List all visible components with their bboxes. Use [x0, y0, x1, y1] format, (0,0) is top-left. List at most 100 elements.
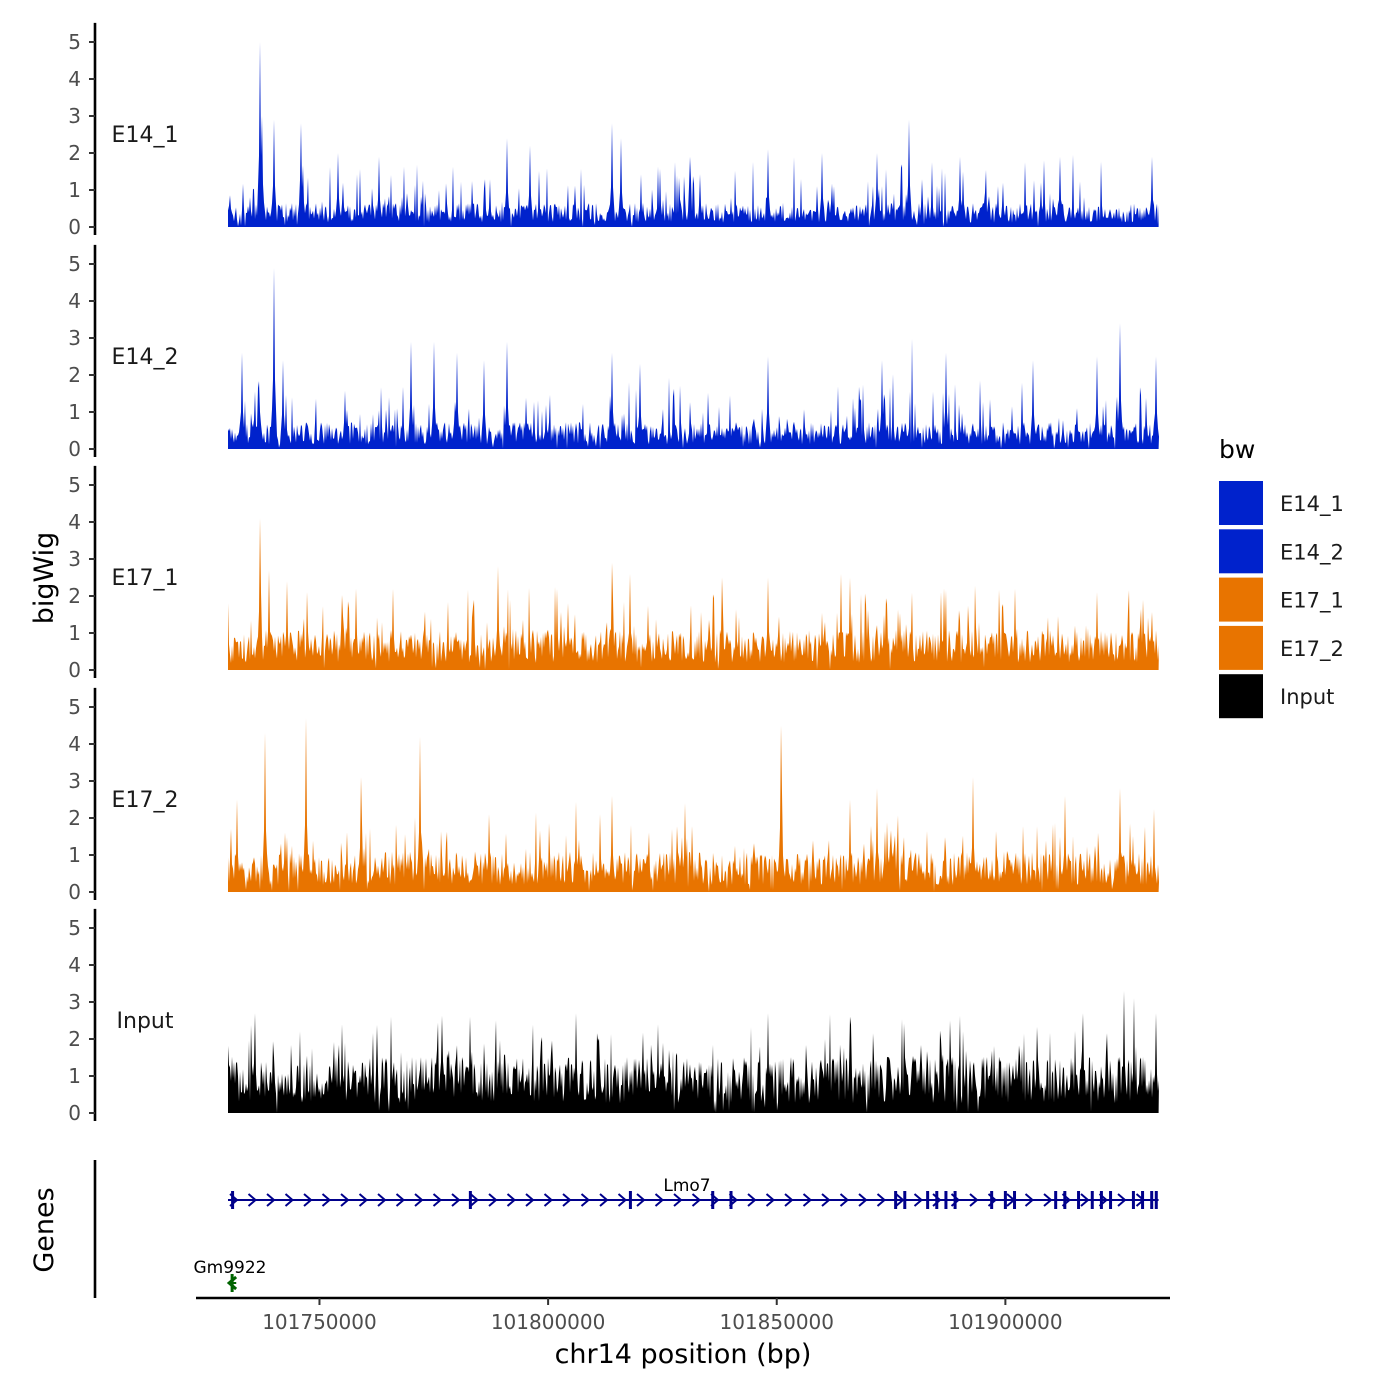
exon	[903, 1191, 907, 1209]
exon	[468, 1191, 472, 1209]
track-label: E14_1	[112, 123, 179, 148]
legend-label: E14_1	[1280, 492, 1344, 517]
strand-arrow	[525, 1193, 535, 1207]
legend-item-e17-1: E17_1	[1219, 577, 1344, 622]
exon	[1099, 1191, 1103, 1209]
strand-arrow	[1043, 1193, 1053, 1207]
exon	[628, 1191, 632, 1209]
y-tick-label: 1	[68, 400, 81, 424]
strand-arrow	[358, 1193, 369, 1207]
strand-arrow	[580, 1193, 591, 1207]
track-label: E14_2	[112, 345, 179, 370]
strand-arrow	[654, 1193, 665, 1207]
strand-arrow	[303, 1193, 313, 1207]
x-axis: 101750000 101800000 101850000 101900000	[196, 1296, 1170, 1334]
legend-label: E14_2	[1280, 540, 1344, 565]
y-axis-title: bigWig	[29, 532, 60, 625]
genes-panel: Lmo7 Gm9922	[93, 1160, 1159, 1298]
legend: bw E14_1 E14_2 E17_1 E17_2 Input	[1219, 435, 1344, 719]
strand-arrow	[839, 1193, 850, 1207]
exon	[729, 1191, 733, 1209]
strand-arrow	[617, 1193, 628, 1207]
y-tick-label: 1	[68, 621, 81, 645]
bigwig-tracks: 0 1 2 3 4 5 E14_1 0 1 2 3 4 5 E14_2 0 1 2 3 4 5 E17_1 0 1 2 3 4 5 E…	[68, 22, 1159, 1125]
strand-arrow	[451, 1193, 461, 1207]
legend-label: Input	[1280, 685, 1334, 709]
strand-arrow	[673, 1193, 683, 1207]
strand-arrow	[469, 1193, 480, 1207]
track-e17-1: 0 1 2 3 4 5 E17_1	[68, 465, 1159, 682]
strand-arrow	[895, 1193, 905, 1207]
y-tick-label: 5	[68, 695, 81, 719]
signal-area	[228, 42, 1159, 227]
strand-arrow	[562, 1193, 572, 1207]
track-label: Input	[117, 1009, 174, 1034]
y-tick-label: 1	[68, 1064, 81, 1088]
exon	[1131, 1191, 1135, 1209]
exon	[990, 1191, 994, 1209]
strand-arrow	[226, 1275, 238, 1291]
legend-item-e14-1: E14_1	[1219, 481, 1344, 525]
exon	[1013, 1191, 1017, 1209]
y-tick-label: 5	[68, 473, 81, 497]
legend-swatch	[1219, 625, 1263, 670]
x-tick-label: 101850000	[719, 1310, 834, 1334]
y-tick-label: 5	[68, 916, 81, 940]
strand-arrow	[636, 1193, 646, 1207]
x-tick-label: 101750000	[262, 1310, 377, 1334]
signal-area	[228, 718, 1159, 892]
exon	[1054, 1191, 1058, 1209]
legend-label: E17_1	[1280, 589, 1344, 614]
y-tick-label: 0	[68, 215, 81, 239]
y-tick-label: 4	[68, 67, 81, 91]
y-tick-label: 2	[68, 363, 81, 387]
strand-arrow	[747, 1193, 757, 1207]
exon	[1077, 1191, 1081, 1209]
strand-arrow	[1117, 1193, 1127, 1207]
strand-arrow	[913, 1193, 924, 1207]
legend-title: bw	[1219, 435, 1255, 464]
strand-arrow	[543, 1193, 554, 1207]
strand-arrow	[802, 1193, 813, 1207]
strand-arrow	[969, 1193, 979, 1207]
y-tick-label: 3	[68, 990, 81, 1014]
strand-arrow	[432, 1193, 443, 1207]
strand-arrow	[414, 1193, 424, 1207]
y-tick-label: 4	[68, 732, 81, 756]
strand-arrow	[784, 1193, 794, 1207]
y-tick-label: 5	[68, 30, 81, 54]
x-tick-label: 101800000	[491, 1310, 606, 1334]
strand-arrow	[858, 1193, 868, 1207]
strand-arrow	[488, 1193, 498, 1207]
y-tick-label: 2	[68, 1027, 81, 1051]
y-tick-label: 0	[68, 880, 81, 904]
strand-arrow	[876, 1193, 887, 1207]
exon	[711, 1191, 715, 1209]
exon	[1141, 1191, 1145, 1209]
strand-arrow	[395, 1193, 406, 1207]
exon	[1154, 1191, 1158, 1209]
strand-arrow	[340, 1193, 350, 1207]
signal-area	[228, 267, 1159, 449]
y-tick-label: 3	[68, 326, 81, 350]
y-tick-label: 4	[68, 289, 81, 313]
track-input: 0 1 2 3 4 5 Input	[68, 908, 1159, 1125]
strand-arrow	[1080, 1193, 1090, 1207]
legend-swatch	[1219, 481, 1263, 525]
y-tick-label: 0	[68, 658, 81, 682]
y-tick-label: 3	[68, 104, 81, 128]
strand-arrow	[506, 1193, 517, 1207]
gene-label: Gm9922	[194, 1258, 267, 1278]
legend-label: E17_2	[1280, 637, 1344, 662]
strand-arrow	[821, 1193, 831, 1207]
track-e14-2: 0 1 2 3 4 5 E14_2	[68, 244, 1159, 461]
exon	[944, 1191, 948, 1209]
legend-swatch	[1219, 529, 1263, 574]
track-label: E17_2	[112, 788, 179, 813]
exon	[231, 1191, 235, 1209]
strand-arrow	[691, 1193, 702, 1207]
strand-arrow	[599, 1193, 609, 1207]
y-tick-label: 3	[68, 547, 81, 571]
y-tick-label: 1	[68, 178, 81, 202]
